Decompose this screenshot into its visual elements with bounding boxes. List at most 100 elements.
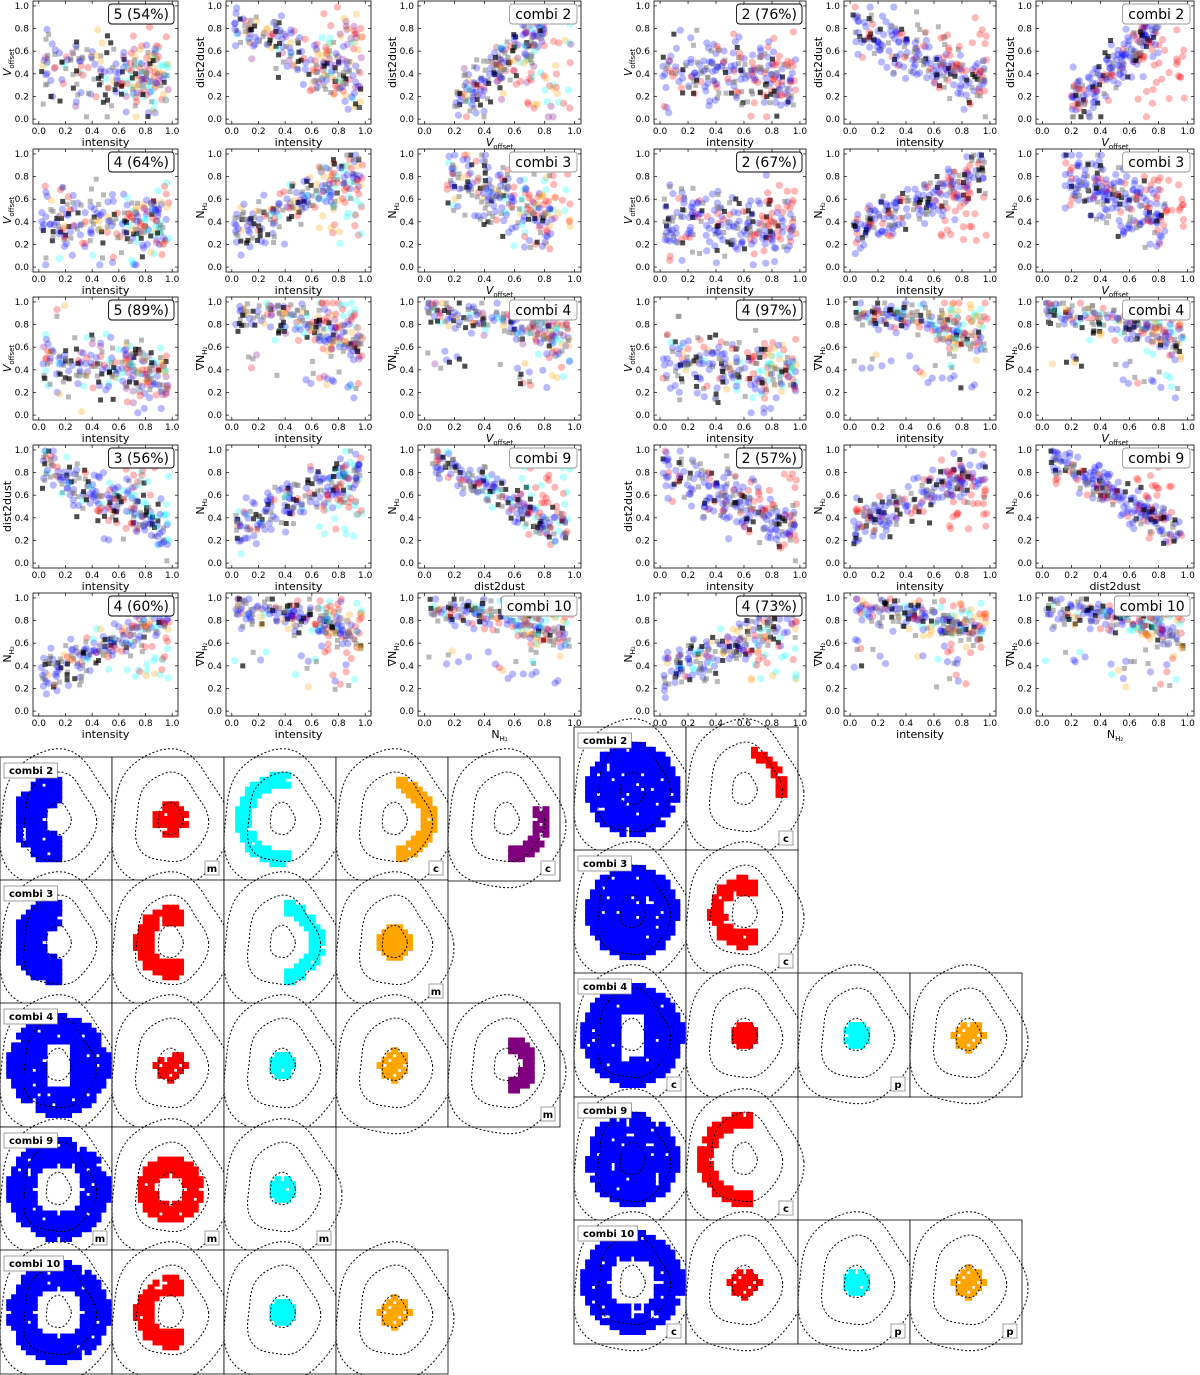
y-tick-label: 0.2 (208, 536, 222, 546)
data-point (543, 98, 551, 106)
data-point (504, 39, 510, 45)
data-point (757, 54, 763, 60)
data-point (335, 228, 343, 236)
data-point (915, 22, 921, 28)
data-point (123, 398, 131, 406)
data-point (124, 629, 132, 637)
data-point (551, 537, 559, 545)
x-tick-label: 0.8 (1151, 127, 1166, 137)
cluster-count-badge: 4 (60%) (114, 599, 169, 615)
data-point (44, 671, 53, 679)
data-point (469, 93, 477, 102)
data-point (323, 491, 331, 499)
data-point (318, 76, 326, 84)
data-point (144, 73, 150, 79)
y-tick-label: 0.6 (400, 639, 415, 649)
data-point (774, 113, 780, 119)
data-point (851, 3, 859, 11)
data-point (133, 380, 139, 386)
data-point (537, 230, 543, 236)
data-point (307, 56, 315, 64)
scatter-panel: 0.00.00.20.20.40.40.60.60.80.81.01.0inte… (1, 592, 180, 741)
data-point (89, 251, 97, 259)
y-tick-label: 0.8 (15, 25, 30, 35)
data-point (942, 65, 950, 73)
data-point (46, 31, 52, 37)
data-point (350, 89, 358, 97)
data-point (519, 216, 527, 224)
data-point (63, 56, 71, 64)
data-point (102, 92, 108, 98)
y-tick-label: 0.8 (208, 321, 223, 331)
y-tick-label: 0.4 (826, 70, 841, 80)
data-point (550, 37, 558, 45)
data-point (87, 53, 95, 61)
data-point (504, 172, 510, 178)
data-point (702, 87, 710, 95)
data-point (479, 300, 485, 306)
data-point (467, 94, 475, 102)
data-point (138, 235, 144, 241)
axis-label-text: dist2dust (1, 480, 14, 532)
data-point (249, 235, 255, 241)
data-point (164, 86, 172, 94)
data-point (245, 34, 253, 42)
data-point (541, 238, 549, 246)
data-point (275, 200, 283, 208)
data-point (266, 323, 275, 331)
data-point (357, 201, 365, 209)
data-point (50, 229, 56, 235)
cluster-count-badge: 4 (64%) (114, 155, 169, 171)
data-point (917, 27, 923, 33)
data-point (231, 42, 240, 50)
data-point (257, 228, 263, 234)
data-point (64, 672, 70, 678)
data-point (148, 642, 156, 651)
data-point (492, 608, 498, 614)
data-point (242, 23, 248, 29)
y-tick-label: 0.8 (826, 25, 841, 35)
data-point (162, 96, 170, 104)
data-point (949, 62, 957, 70)
data-point (262, 505, 271, 513)
data-point (559, 372, 567, 381)
data-point (500, 233, 506, 239)
data-point (75, 501, 83, 510)
data-point (552, 629, 558, 635)
data-point (521, 29, 530, 37)
data-point (331, 161, 337, 167)
data-point (254, 602, 262, 610)
data-point (115, 623, 123, 631)
data-point (162, 352, 171, 360)
data-point (531, 484, 540, 492)
data-point (434, 448, 440, 454)
data-point (164, 73, 170, 79)
data-point (733, 94, 741, 102)
data-point (104, 97, 110, 103)
data-point (96, 379, 102, 385)
data-point (316, 597, 324, 605)
data-point (96, 342, 105, 351)
data-point (322, 76, 331, 84)
data-point (729, 49, 737, 57)
data-point (72, 102, 80, 110)
data-point (138, 337, 144, 343)
data-point (307, 379, 315, 388)
data-point (148, 233, 154, 239)
data-point (230, 219, 239, 228)
data-point (78, 202, 84, 208)
data-point (1149, 85, 1157, 94)
data-point (242, 494, 250, 502)
data-point (330, 338, 336, 344)
data-point (146, 491, 154, 499)
data-point (935, 24, 941, 30)
data-point (535, 616, 541, 622)
data-point (307, 596, 313, 602)
data-point (260, 191, 268, 199)
data-point (323, 50, 331, 58)
data-point (301, 65, 310, 73)
data-point (533, 641, 541, 649)
x-tick-label: 0.2 (447, 275, 461, 285)
data-point (44, 56, 50, 62)
data-point (122, 108, 130, 116)
